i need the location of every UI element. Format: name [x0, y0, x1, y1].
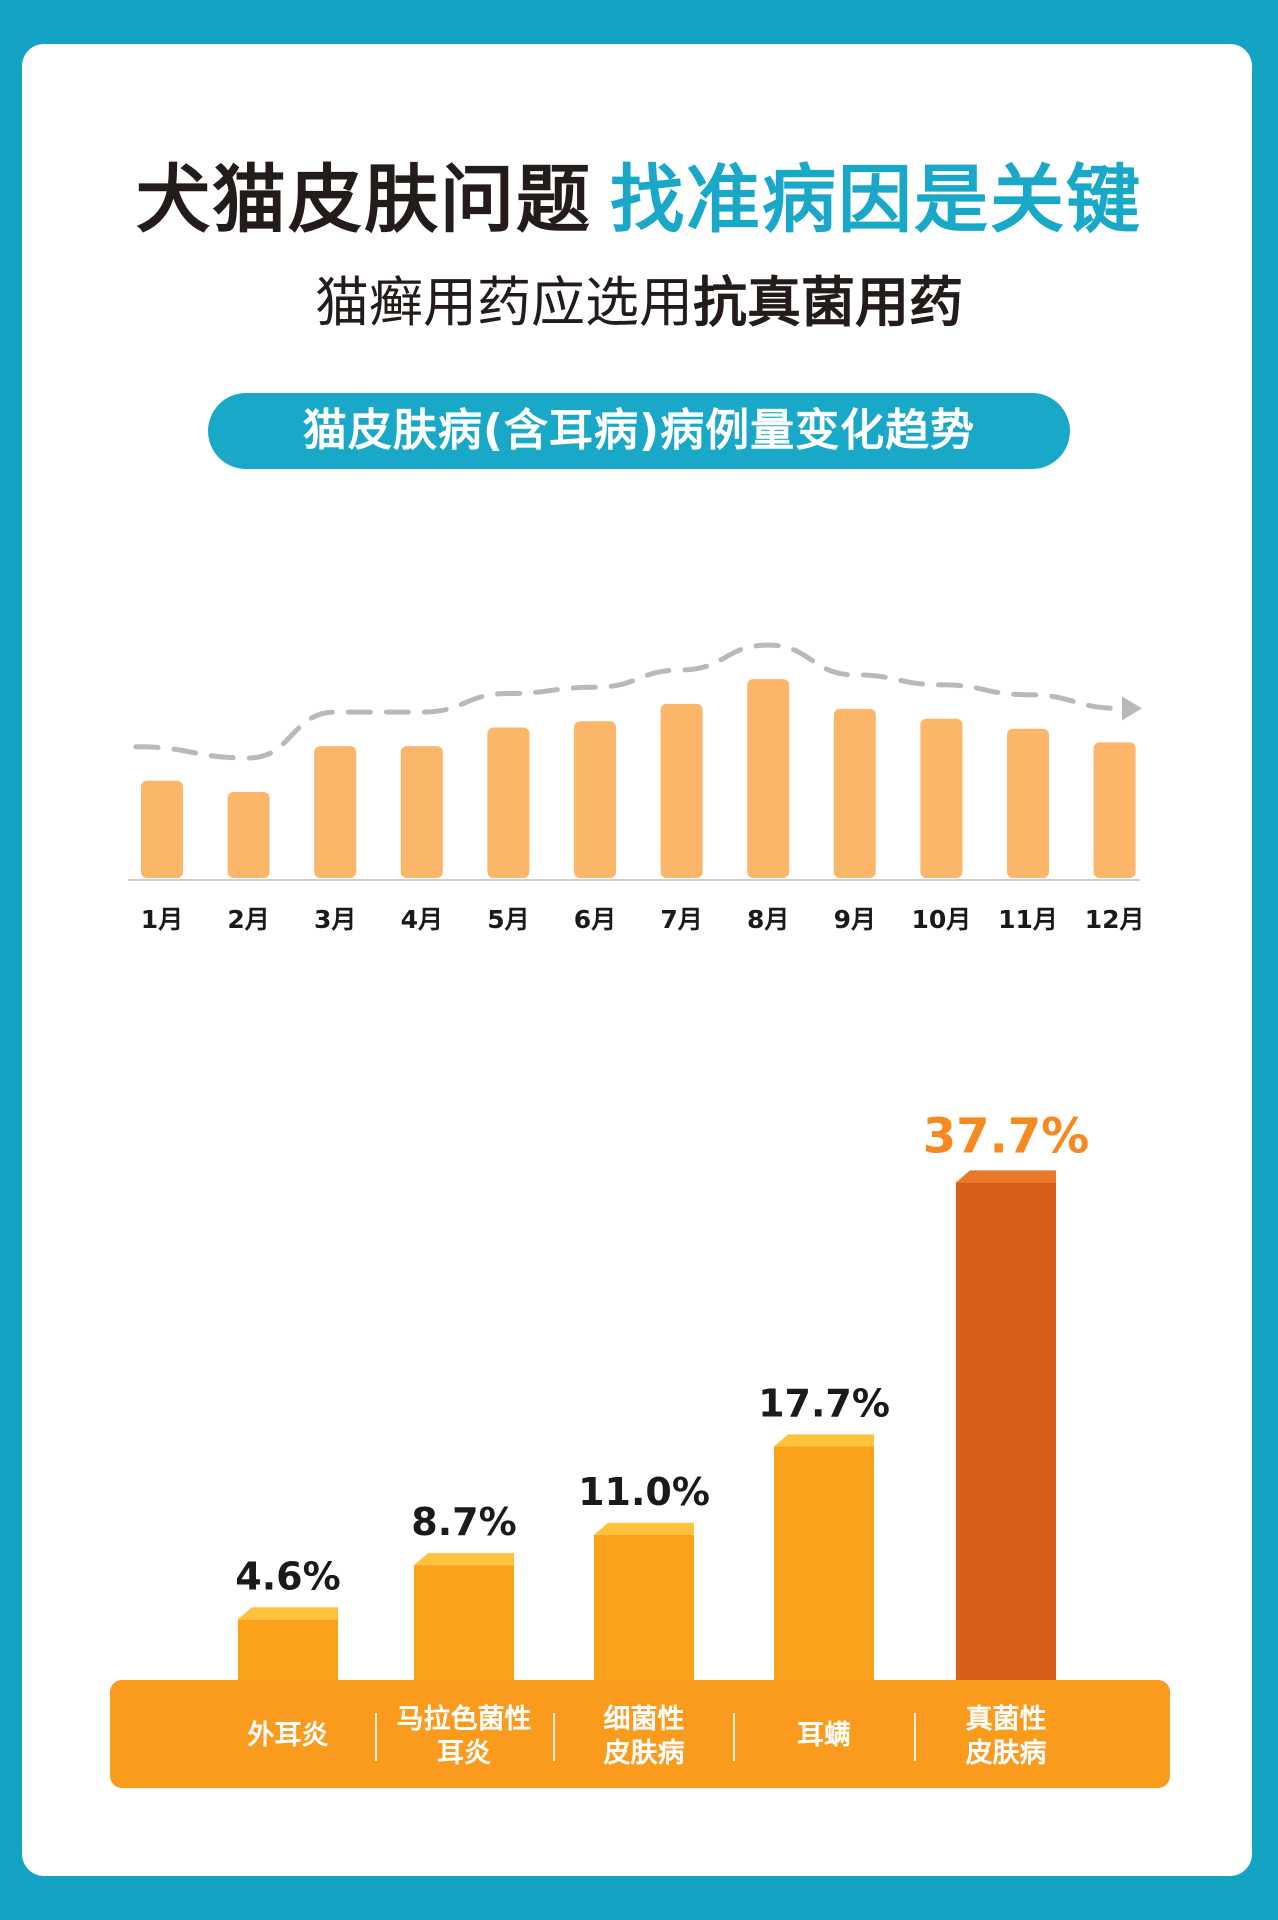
category-label: 细菌性: [604, 1703, 685, 1735]
category-bar-top: [594, 1522, 694, 1535]
month-label: 8月: [747, 905, 789, 934]
month-label: 1月: [141, 905, 183, 934]
monthly-bar: [1007, 728, 1049, 878]
subtitle-bold: 抗真菌用药: [693, 271, 963, 334]
category-value-label: 8.7%: [411, 1500, 516, 1544]
monthly-bar: [400, 746, 443, 878]
category-value-label: 37.7%: [923, 1108, 1090, 1164]
subtitle-normal: 猫癣用药应选用: [315, 271, 693, 334]
month-label: 2月: [227, 905, 269, 934]
monthly-bar: [1093, 742, 1136, 878]
page-title: 犬猫皮肤问题 找准病因是关键: [0, 140, 1278, 247]
month-label: 11月: [998, 905, 1058, 934]
month-label: 7月: [660, 905, 702, 934]
trend-line: [133, 642, 1123, 761]
trend-arrow-icon: [1122, 696, 1142, 721]
title-dark: 犬猫皮肤问题: [136, 157, 592, 243]
monthly-bar: [227, 791, 270, 878]
category-label: 耳螨: [797, 1720, 851, 1751]
section-title-pill: 猫皮肤病(含耳病)病例量变化趋势: [208, 393, 1070, 469]
month-label: 3月: [314, 905, 356, 934]
month-label: 5月: [487, 905, 529, 934]
category-bar-top: [956, 1170, 1056, 1183]
category-label: 耳炎: [437, 1738, 491, 1769]
title-accent: 找准病因是关键: [610, 157, 1142, 243]
category-bar-top: [774, 1434, 874, 1447]
category-value-label: 11.0%: [578, 1470, 710, 1514]
monthly-bar: [314, 746, 357, 878]
monthly-bar: [574, 721, 616, 878]
month-label: 12月: [1085, 905, 1145, 934]
monthly-bar: [920, 718, 963, 878]
category-label: 皮肤病: [604, 1738, 685, 1769]
month-label: 9月: [834, 905, 876, 934]
month-label: 6月: [574, 905, 616, 934]
category-bar: [774, 1446, 874, 1680]
category-bar-top: [238, 1607, 338, 1620]
category-value-label: 17.7%: [758, 1381, 890, 1425]
monthly-bar: [660, 703, 703, 878]
monthly-bar: [487, 727, 530, 878]
category-label: 外耳炎: [248, 1720, 329, 1751]
monthly-bar: [833, 708, 876, 878]
page-subtitle: 猫癣用药应选用抗真菌用药: [0, 258, 1278, 337]
month-label: 4月: [401, 905, 443, 934]
category-bar: [238, 1619, 338, 1680]
category-bar: [594, 1534, 694, 1680]
monthly-bar: [141, 780, 183, 878]
category-bar-top: [414, 1553, 514, 1566]
category-bar: [414, 1565, 514, 1680]
category-label: 真菌性: [966, 1704, 1047, 1735]
category-value-label: 4.6%: [235, 1554, 340, 1598]
category-label: 皮肤病: [966, 1738, 1047, 1769]
month-label: 10月: [912, 905, 972, 934]
category-label: 马拉色菌性: [397, 1703, 532, 1735]
category-bar: [956, 1182, 1056, 1680]
monthly-bar: [747, 679, 790, 878]
